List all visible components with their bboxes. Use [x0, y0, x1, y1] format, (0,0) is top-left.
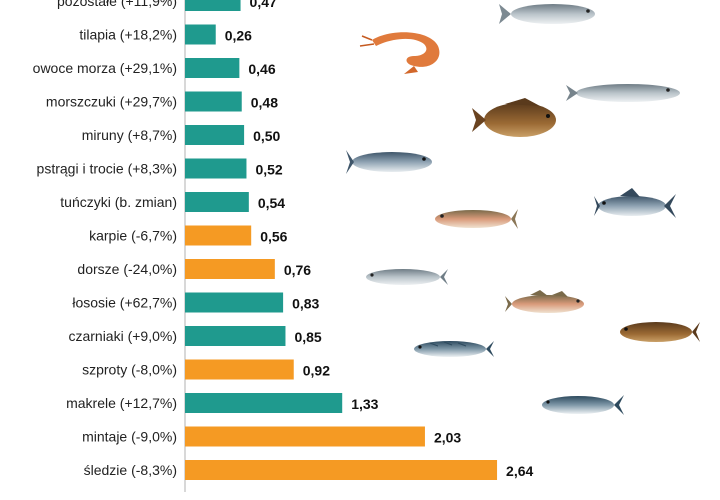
category-label: pozostałe (+11,9%) — [57, 0, 177, 9]
category-label: owoce morza (+29,1%) — [33, 60, 177, 76]
bar — [185, 125, 245, 145]
bar — [185, 0, 241, 11]
carp-icon — [472, 98, 556, 137]
fish-icon — [499, 4, 595, 24]
value-label: 0,47 — [250, 0, 277, 10]
bar — [185, 192, 249, 212]
bar — [185, 91, 242, 112]
bar — [185, 225, 252, 246]
bar — [185, 359, 294, 380]
value-label: 0,46 — [248, 61, 275, 77]
category-label: czarniaki (+9,0%) — [68, 328, 177, 344]
value-label: 0,85 — [294, 329, 321, 345]
value-label: 0,54 — [258, 195, 285, 211]
herring-icon — [366, 269, 448, 285]
category-label: karpie (-6,7%) — [89, 228, 177, 244]
bar — [185, 393, 343, 413]
category-label: mintaje (-9,0%) — [82, 429, 177, 445]
category-label: makrele (+12,7%) — [66, 395, 177, 411]
category-label: szproty (-8,0%) — [82, 362, 177, 378]
value-label: 0,26 — [225, 28, 252, 44]
value-label: 2,64 — [506, 463, 533, 479]
value-label: 0,92 — [303, 363, 330, 379]
mackerel-icon — [414, 341, 494, 357]
value-label: 0,76 — [284, 262, 311, 278]
category-label: śledzie (-8,3%) — [84, 462, 177, 478]
value-label: 2,03 — [434, 430, 461, 446]
value-label: 0,48 — [251, 95, 278, 111]
category-label: morszczuki (+29,7%) — [46, 94, 177, 110]
category-label: miruny (+8,7%) — [82, 127, 177, 143]
tuna-icon — [594, 188, 676, 218]
value-label: 0,52 — [255, 162, 282, 178]
pollock-icon — [620, 322, 700, 342]
category-label: tuńczyki (b. zmian) — [60, 194, 177, 210]
shrimp-icon — [359, 32, 440, 74]
value-label: 0,56 — [260, 229, 287, 245]
bar — [185, 259, 275, 279]
bar — [185, 58, 240, 78]
category-label: łososie (+62,7%) — [72, 295, 177, 311]
bar — [185, 426, 425, 447]
category-label: dorsze (-24,0%) — [77, 261, 177, 277]
sprat-icon — [542, 395, 624, 415]
bar — [185, 24, 216, 45]
category-label: tilapia (+18,2%) — [79, 27, 177, 43]
category-label: pstrągi i trocie (+8,3%) — [37, 161, 177, 177]
salmon-icon — [346, 150, 432, 174]
value-label: 0,83 — [292, 296, 319, 312]
cod-icon — [505, 290, 584, 313]
bars-group: pozostałe (+11,9%) 0,47 tilapia (+18,2%) 0,… — [33, 0, 534, 480]
bar — [185, 158, 247, 179]
trout-icon — [435, 209, 518, 229]
bar — [185, 326, 286, 346]
bar — [185, 460, 498, 480]
value-label: 1,33 — [351, 396, 378, 412]
bar — [185, 292, 284, 313]
fish-icon — [566, 84, 680, 102]
value-label: 0,50 — [253, 128, 280, 144]
